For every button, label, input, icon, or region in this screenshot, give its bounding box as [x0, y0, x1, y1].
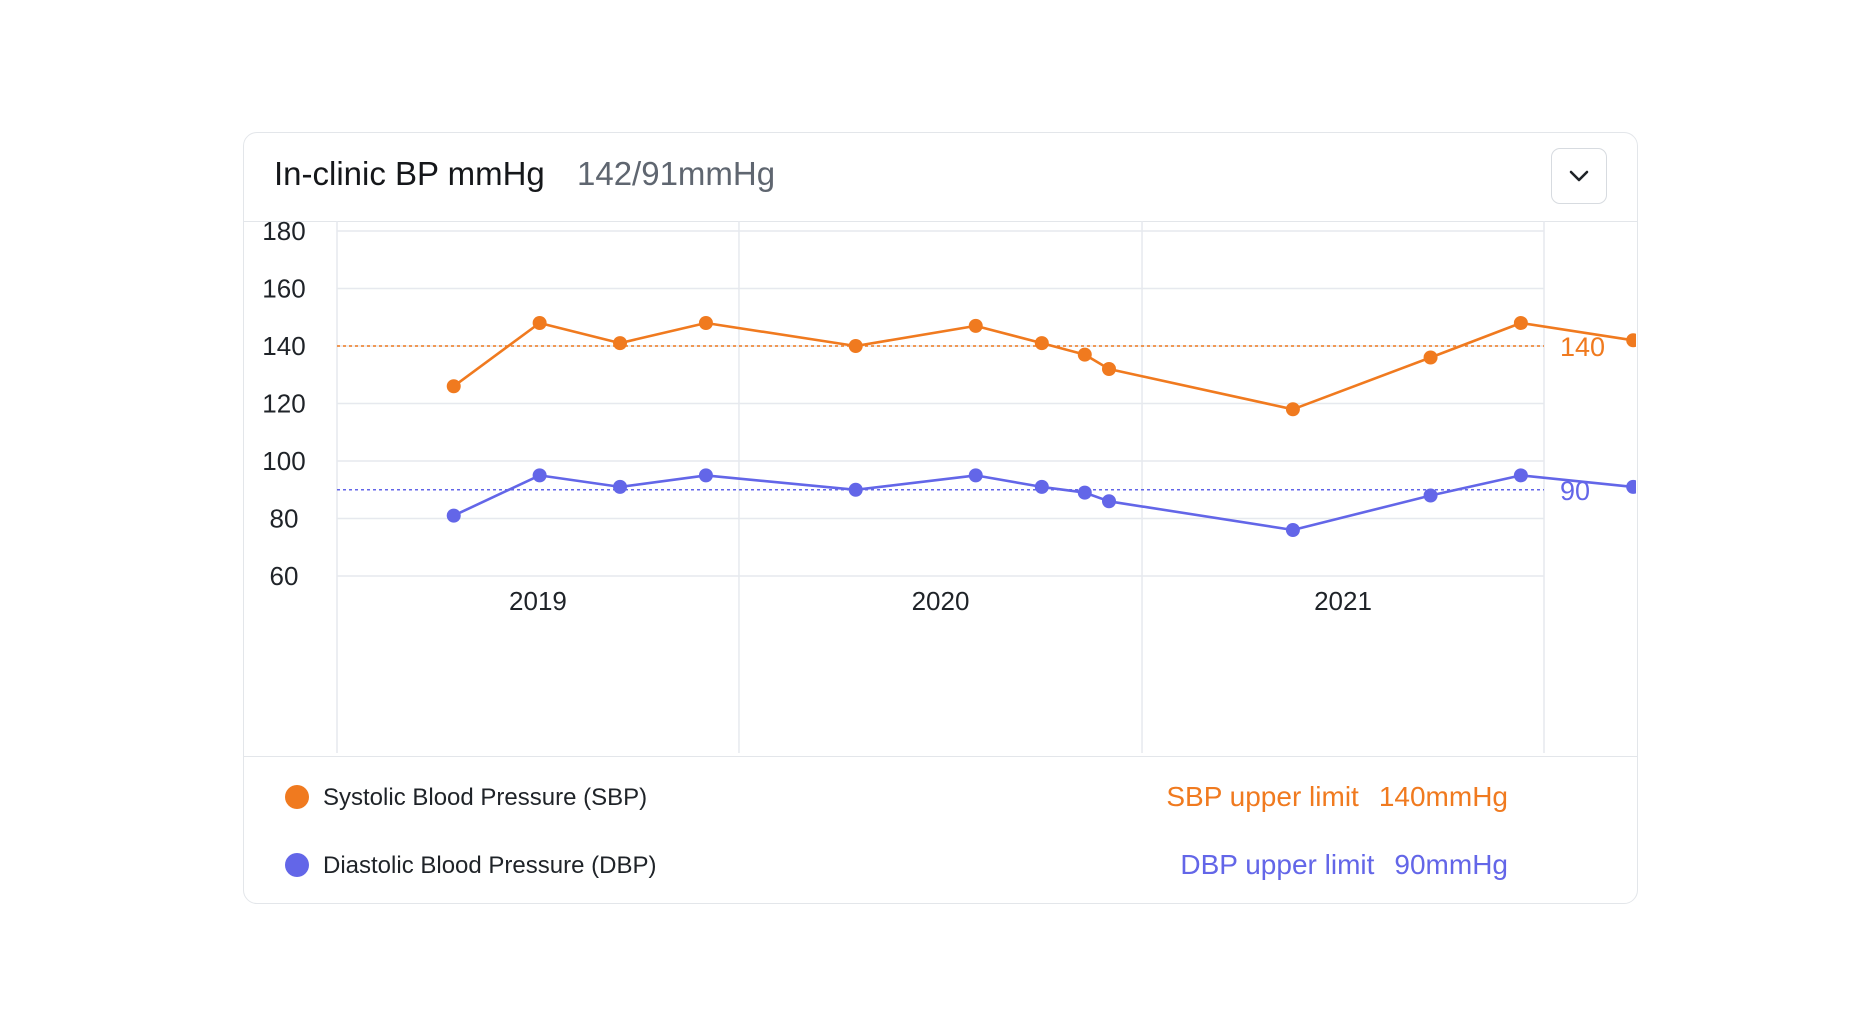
y-tick-label: 60 — [270, 561, 299, 591]
chevron-down-icon — [1569, 170, 1589, 182]
x-tick-label: 2021 — [1314, 586, 1372, 616]
dbp-data-point — [1077, 485, 1092, 500]
y-tick-label: 80 — [270, 504, 299, 534]
sbp-data-point — [698, 316, 713, 330]
dbp-data-point — [698, 468, 713, 483]
sbp-data-point — [968, 318, 983, 333]
x-tick-label: 2020 — [912, 586, 970, 616]
sbp-data-point — [1626, 333, 1636, 348]
legend-item-sbp: Systolic Blood Pressure (SBP) — [285, 784, 647, 812]
reference-line-label: 140 — [1560, 332, 1605, 362]
y-tick-label: 180 — [262, 216, 305, 246]
sbp-data-point — [1034, 336, 1049, 351]
legend-divider — [244, 756, 1637, 757]
dbp-data-point — [968, 468, 983, 483]
dbp-data-point — [532, 468, 547, 483]
y-tick-label: 120 — [262, 389, 305, 419]
x-tick-label: 2019 — [509, 586, 567, 616]
legend-item-dbp: Diastolic Blood Pressure (DBP) — [285, 852, 656, 880]
sbp-data-point — [1513, 316, 1528, 330]
dbp-data-point — [1626, 479, 1636, 494]
sbp-data-point — [1285, 402, 1300, 417]
dbp-data-point — [1423, 488, 1438, 503]
sbp-data-point — [1077, 347, 1092, 362]
dbp-data-point — [613, 479, 628, 494]
sbp-limit-value: 140mmHg — [1378, 781, 1508, 812]
card-header: In-clinic BP mmHg 142/91mmHg — [244, 133, 1637, 222]
dbp-data-point — [1034, 479, 1049, 494]
bp-chart-card: In-clinic BP mmHg 142/91mmHg 60 80 100 120 1… — [243, 132, 1638, 904]
sbp-limit-label: SBP upper limit — [1166, 781, 1359, 812]
y-tick-label: 140 — [262, 331, 305, 361]
sbp-data-point — [446, 379, 461, 394]
dbp-limit-value: 90mmHg — [1394, 849, 1508, 880]
sbp-data-point — [848, 339, 863, 353]
chart-title: In-clinic BP mmHg — [274, 155, 545, 192]
y-tick-label: 100 — [262, 446, 305, 476]
sbp-data-point — [613, 336, 628, 351]
sbp-series-line — [452, 321, 1634, 411]
dbp-legend-marker — [285, 853, 309, 877]
current-bp-reading: 142/91mmHg — [577, 155, 776, 192]
dbp-data-point — [1101, 494, 1116, 509]
sbp-legend-marker — [285, 785, 309, 809]
sbp-data-point — [1101, 362, 1116, 376]
dbp-data-point — [1285, 523, 1300, 537]
sbp-upper-limit: SBP upper limit 140mmHg — [1166, 781, 1508, 813]
sbp-data-point — [532, 316, 547, 330]
dbp-data-point — [1513, 468, 1528, 483]
sbp-data-point — [1423, 350, 1438, 365]
dbp-data-point — [848, 482, 863, 497]
dbp-data-point — [446, 508, 461, 523]
dbp-legend-label: Diastolic Blood Pressure (DBP) — [323, 852, 657, 879]
sbp-legend-label: Systolic Blood Pressure (SBP) — [323, 784, 648, 811]
y-tick-label: 160 — [262, 274, 305, 304]
dbp-limit-label: DBP upper limit — [1180, 849, 1375, 880]
dbp-upper-limit: DBP upper limit 90mmHg — [1180, 849, 1508, 881]
dropdown-toggle-button[interactable] — [1551, 148, 1607, 204]
